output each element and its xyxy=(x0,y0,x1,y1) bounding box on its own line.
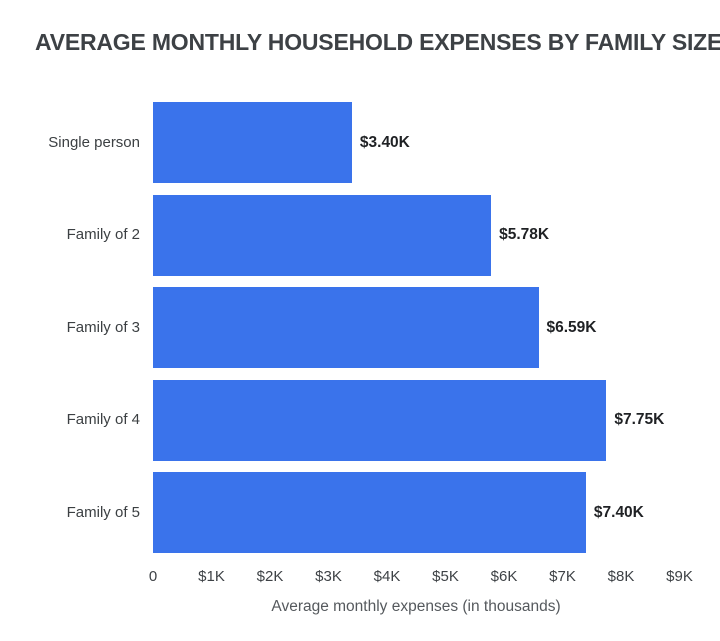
bar xyxy=(153,194,492,276)
x-tick-label: $5K xyxy=(432,568,459,585)
value-label: $7.75K xyxy=(614,411,665,428)
bar xyxy=(153,287,539,368)
x-tick-label: $7K xyxy=(549,568,576,585)
x-tick-label: 0 xyxy=(148,568,158,585)
x-axis-title: Average monthly expenses (in thousands) xyxy=(271,598,561,615)
category-label: Family of 3 xyxy=(66,318,140,336)
bar xyxy=(153,472,586,553)
value-label: $7.40K xyxy=(593,503,644,521)
value-label: $6.59K xyxy=(546,318,597,336)
value-label: $3.40K xyxy=(359,133,410,151)
x-tick-label: $3K xyxy=(315,568,342,585)
bar xyxy=(153,102,352,183)
category-label: Family of 2 xyxy=(66,226,140,243)
x-tick-label: $2K xyxy=(256,568,284,585)
chart-title: AVERAGE MONTHLY HOUSEHOLD EXPENSES BY FA… xyxy=(35,29,720,55)
x-tick-label: $8K xyxy=(607,568,635,585)
category-label: Single person xyxy=(48,133,140,151)
category-label: Family of 5 xyxy=(66,503,140,521)
x-tick-label: $4K xyxy=(373,568,401,585)
category-label: Family of 4 xyxy=(66,411,140,428)
bar xyxy=(153,379,607,461)
x-tick-label: $1K xyxy=(198,568,225,585)
x-tick-label: $6K xyxy=(490,568,518,585)
x-tick-label: $9K xyxy=(666,568,693,585)
value-label: $5.78K xyxy=(499,226,550,243)
